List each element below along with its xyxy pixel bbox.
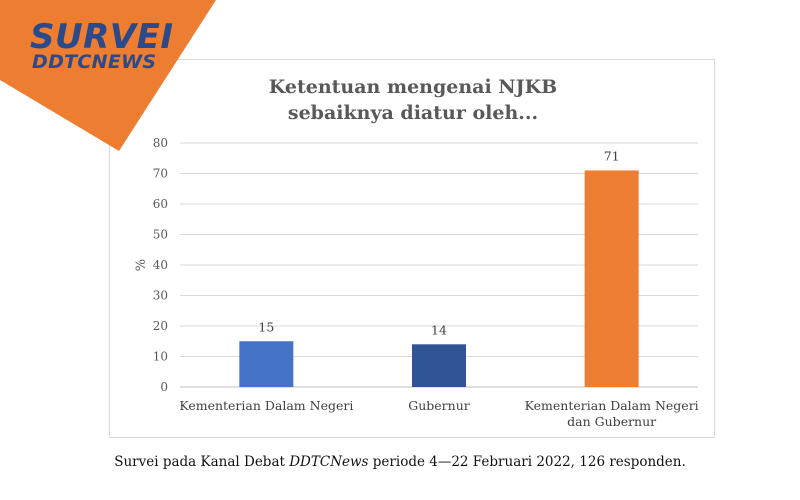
chart-title-line: sebaiknya diatur oleh... [288,102,538,124]
y-tick-label: 30 [153,289,168,303]
chart-caption: Survei pada Kanal Debat DDTCNews periode… [0,454,800,470]
banner-title: SURVEI [30,17,174,57]
y-tick-label: 50 [153,228,168,242]
chart-container: Ketentuan mengenai NJKB sebaiknya diatur … [109,59,715,438]
y-tick-label: 10 [153,350,168,364]
y-tick-label: 60 [153,197,168,211]
bar-chart: Ketentuan mengenai NJKB sebaiknya diatur … [134,76,699,429]
banner-subtitle: DDTCNEWS [32,51,157,73]
bar [239,341,294,387]
y-axis-label: % [134,259,149,271]
caption-source: DDTCNews [289,454,369,470]
x-tick-label: Gubernur [408,398,470,413]
chart-title-line: Ketentuan mengenai NJKB [269,76,557,98]
caption-prefix: Survei pada Kanal Debat [114,454,290,470]
y-tick-label: 20 [153,319,168,333]
data-label: 15 [258,319,274,334]
y-tick-label: 0 [160,380,168,394]
bar [584,170,639,387]
x-tick-label: dan Gubernur [567,414,656,429]
y-tick-label: 40 [153,258,168,272]
data-label: 14 [431,322,447,337]
bar [412,344,466,387]
caption-suffix: periode 4—22 Februari 2022, 126 responde… [368,454,686,470]
x-tick-label: Kementerian Dalam Negeri [179,398,353,413]
data-label: 71 [604,148,620,163]
x-tick-label: Kementerian Dalam Negeri [525,398,699,413]
y-tick-label: 70 [153,167,168,181]
y-tick-label: 80 [153,136,168,150]
